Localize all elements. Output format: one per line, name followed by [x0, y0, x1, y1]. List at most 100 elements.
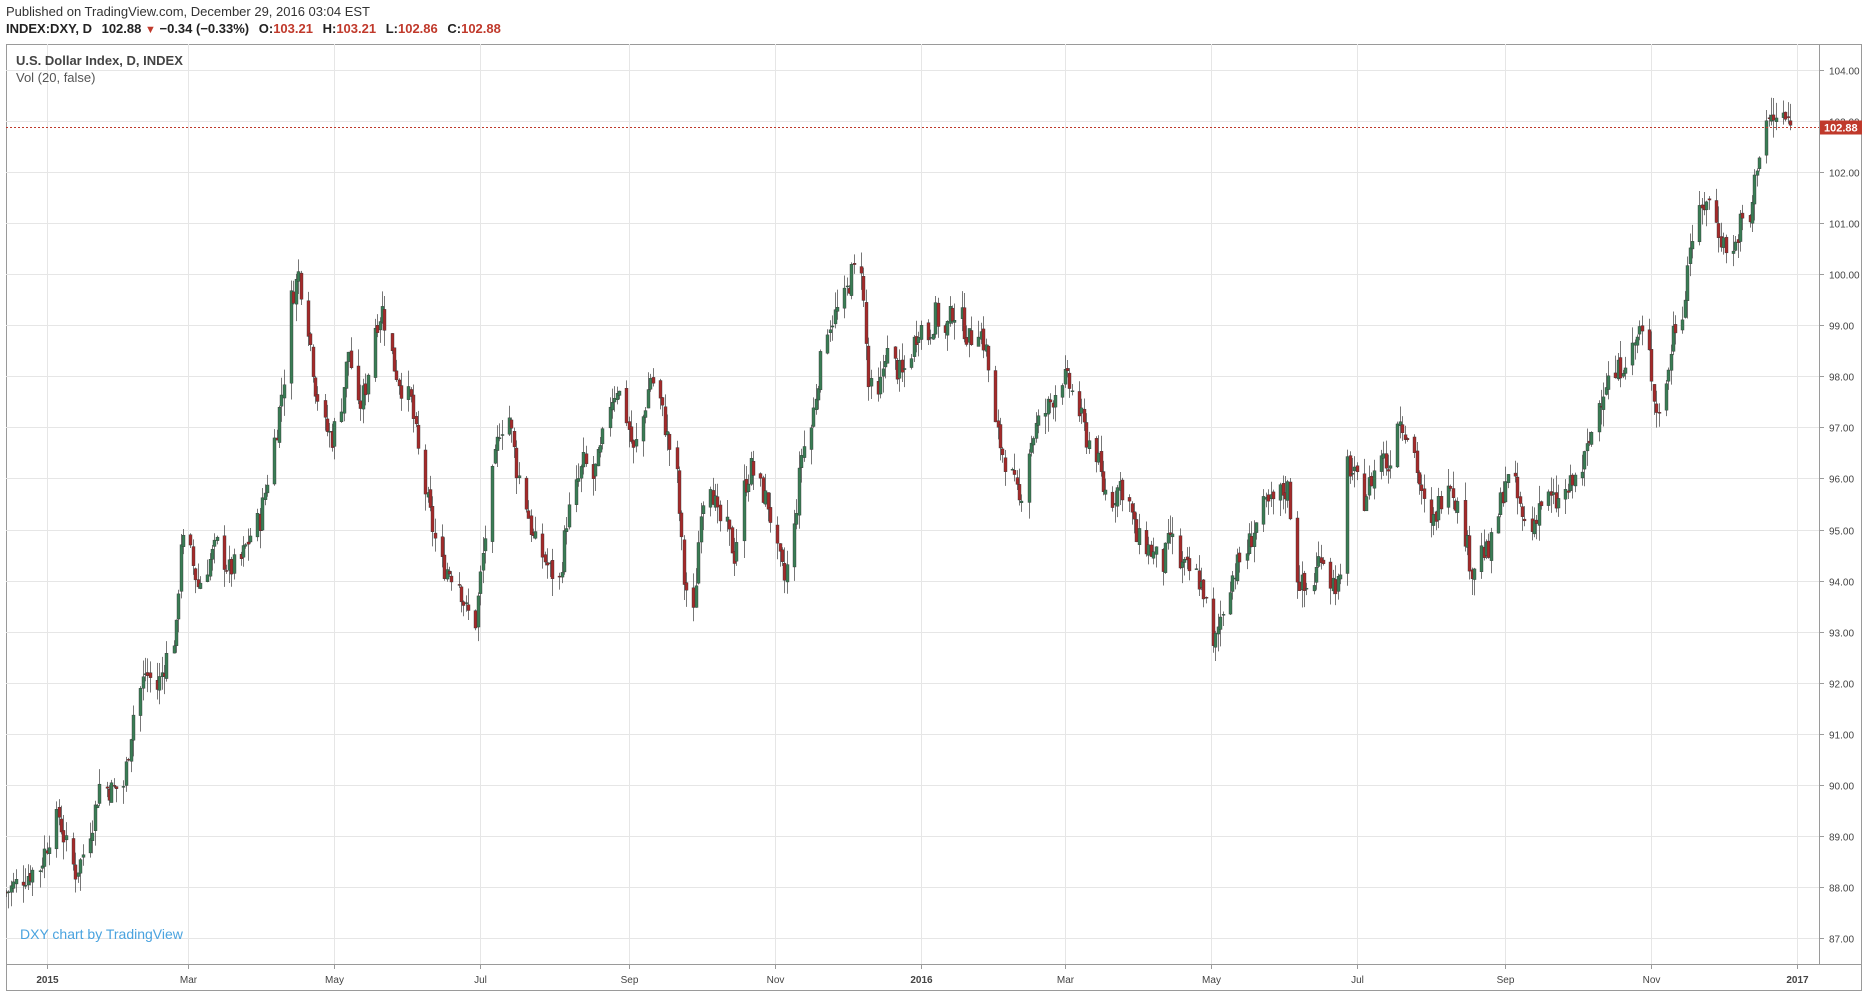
candle-body	[1096, 452, 1101, 463]
candle-body	[1281, 483, 1286, 496]
candle-body	[902, 368, 907, 370]
candle-body	[562, 530, 567, 573]
candle-body	[47, 847, 52, 854]
candle-body	[131, 714, 136, 741]
candle-body	[1731, 250, 1736, 254]
candle-body	[763, 490, 768, 505]
y-tick-label: 96.00	[1829, 475, 1854, 486]
candle-body	[533, 531, 538, 539]
candle-body	[976, 336, 981, 347]
candle-body	[768, 507, 773, 523]
candle-body	[1621, 373, 1626, 377]
candle-body	[1180, 561, 1185, 568]
candle-body	[1451, 488, 1456, 499]
candle-body	[172, 645, 177, 654]
candle-body	[1194, 568, 1199, 570]
candle-body	[315, 394, 320, 402]
candle-body	[356, 365, 361, 401]
candle-body	[1422, 488, 1427, 499]
candle-body	[593, 463, 598, 477]
candle-body	[208, 559, 213, 577]
candle-body	[1130, 503, 1135, 513]
candle-body	[1079, 407, 1084, 414]
candle-body	[349, 350, 354, 369]
candle-body	[483, 538, 488, 552]
candle-body	[916, 337, 921, 343]
candle-body	[21, 881, 26, 886]
candle-body	[560, 572, 565, 578]
candle-body	[665, 431, 670, 436]
candle-body	[675, 447, 680, 470]
watermark-link[interactable]: DXY chart by TradingView	[20, 926, 184, 942]
candle-body	[1127, 497, 1132, 502]
candle-body	[1372, 470, 1377, 489]
candle-body	[679, 512, 684, 538]
candle-body	[1197, 570, 1202, 590]
candle-body	[1230, 575, 1235, 592]
candle-body	[746, 483, 751, 493]
candle-body	[758, 473, 763, 479]
candle-body	[1697, 205, 1702, 243]
candle-body	[509, 419, 514, 429]
candle-body	[466, 604, 471, 611]
candle-body	[210, 548, 215, 560]
candle-body	[1154, 546, 1159, 555]
candle-body	[1170, 533, 1175, 538]
candle-body	[1067, 372, 1072, 389]
candle-body	[859, 266, 864, 274]
candle-body	[861, 276, 866, 301]
candle-body	[584, 453, 589, 465]
candle-body	[526, 510, 531, 519]
candle-body	[1673, 324, 1678, 334]
candle-body	[1403, 434, 1408, 440]
candle-body	[325, 418, 330, 432]
candle-body	[1182, 558, 1187, 563]
candle-body	[1585, 443, 1590, 452]
candle-body	[445, 569, 450, 580]
candle-body	[294, 278, 299, 305]
y-tick-label: 98.00	[1829, 373, 1854, 384]
candle-body	[246, 541, 251, 545]
candle-body	[129, 739, 134, 762]
candle-body	[682, 539, 687, 585]
candle-body	[1151, 551, 1156, 559]
chart-frame[interactable]: 87.00 88.00 89.00 90.00 91.00 92.00 93.00 94.00…	[6, 44, 1862, 991]
candle-body	[1120, 479, 1125, 501]
price-badge-bg	[1820, 120, 1862, 135]
candle-body	[1254, 522, 1259, 533]
candle-body	[761, 477, 766, 503]
candle-body	[277, 407, 282, 443]
candle-body	[715, 496, 720, 508]
candle-body	[936, 302, 941, 327]
candle-body	[282, 384, 287, 399]
candle-body	[1235, 554, 1240, 582]
candle-body	[1680, 319, 1685, 331]
candlestick-chart[interactable]: 87.00 88.00 89.00 90.00 91.00 92.00 93.00 94.00…	[6, 44, 1862, 991]
candle-body	[797, 467, 802, 516]
candle-body	[1115, 487, 1120, 507]
candle-body	[1312, 585, 1317, 592]
candle-body	[624, 388, 629, 424]
candle-body	[845, 285, 850, 288]
candle-body	[442, 554, 447, 579]
candle-body	[81, 854, 86, 858]
candle-body	[1415, 450, 1420, 474]
candle-body	[1237, 552, 1242, 563]
candle-body	[1520, 506, 1525, 517]
candle-body	[1103, 489, 1108, 495]
candle-body	[1271, 491, 1276, 500]
candle-body	[1101, 471, 1106, 492]
candle-body	[1479, 545, 1484, 572]
candle-body	[1381, 453, 1386, 459]
candle-body	[93, 804, 98, 831]
candle-body	[981, 328, 986, 351]
candle-body	[232, 554, 237, 574]
candle-body	[145, 672, 150, 676]
x-tick-label: 2017	[1786, 975, 1809, 986]
candle-body	[1546, 491, 1551, 506]
candle-body	[495, 436, 500, 451]
candle-body	[1716, 223, 1721, 238]
candle-body	[1764, 120, 1769, 156]
candle-body	[1364, 496, 1369, 512]
candle-body	[1046, 398, 1051, 415]
